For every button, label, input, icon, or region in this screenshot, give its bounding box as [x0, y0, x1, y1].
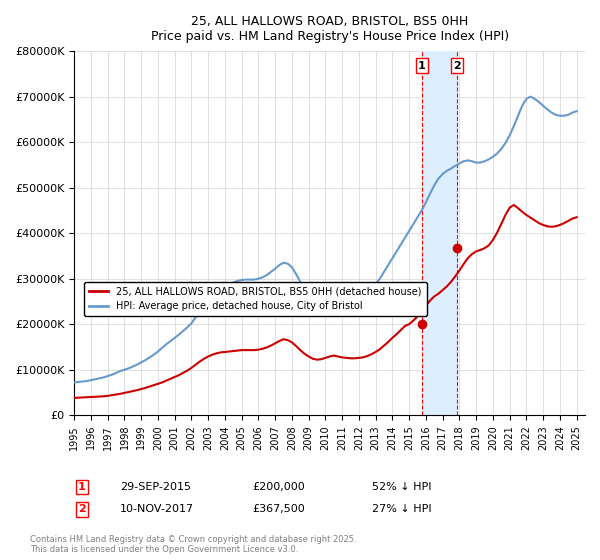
Text: 52% ↓ HPI: 52% ↓ HPI — [372, 482, 431, 492]
Text: 10-NOV-2017: 10-NOV-2017 — [120, 505, 194, 515]
Text: £200,000: £200,000 — [252, 482, 305, 492]
Text: 29-SEP-2015: 29-SEP-2015 — [120, 482, 191, 492]
Title: 25, ALL HALLOWS ROAD, BRISTOL, BS5 0HH
Price paid vs. HM Land Registry's House P: 25, ALL HALLOWS ROAD, BRISTOL, BS5 0HH P… — [151, 15, 509, 43]
Text: 1: 1 — [418, 60, 425, 71]
Text: 27% ↓ HPI: 27% ↓ HPI — [372, 505, 431, 515]
Text: Contains HM Land Registry data © Crown copyright and database right 2025.
This d: Contains HM Land Registry data © Crown c… — [30, 535, 356, 554]
Legend: 25, ALL HALLOWS ROAD, BRISTOL, BS5 0HH (detached house), HPI: Average price, det: 25, ALL HALLOWS ROAD, BRISTOL, BS5 0HH (… — [84, 282, 427, 316]
Text: 1: 1 — [78, 482, 86, 492]
Text: £367,500: £367,500 — [252, 505, 305, 515]
Text: 2: 2 — [78, 505, 86, 515]
Bar — [422, 51, 457, 415]
Text: 2: 2 — [453, 60, 461, 71]
